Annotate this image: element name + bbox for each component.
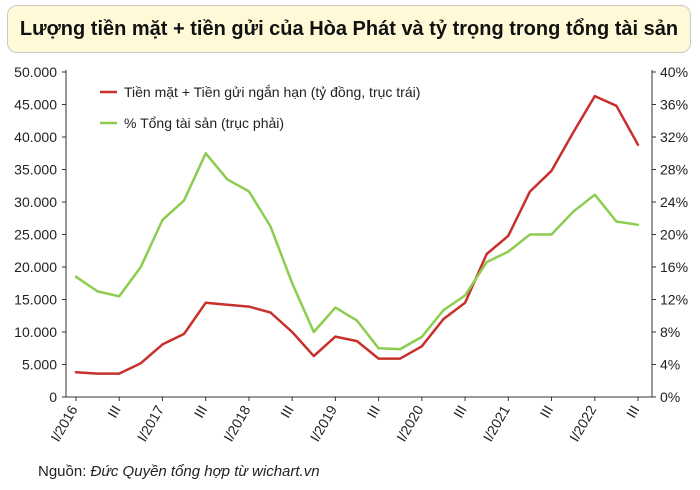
left-tick-label: 20.000	[14, 259, 57, 275]
series-line-2	[74, 152, 640, 351]
x-tick-label: III	[536, 403, 556, 421]
x-tick-label: I/2020	[393, 402, 426, 444]
right-tick-label: 36%	[660, 97, 688, 113]
legend-label-2: % Tổng tài sản (trục phải)	[124, 115, 284, 131]
left-tick-label: 5.000	[22, 357, 57, 373]
right-tick-label: 16%	[660, 259, 688, 275]
left-tick-label: 45.000	[14, 97, 57, 113]
right-tick-label: 4%	[660, 357, 680, 373]
right-tick-label: 24%	[660, 194, 688, 210]
x-tick-label: III	[191, 403, 211, 421]
source-note: Nguồn: Đức Quyền tổng hợp từ wichart.vn	[38, 463, 320, 480]
left-tick-label: 0	[49, 389, 57, 405]
x-tick-label: III	[623, 403, 643, 421]
left-tick-label: 40.000	[14, 129, 57, 145]
left-tick-label: 50.000	[14, 64, 57, 80]
x-tick-label: III	[104, 403, 124, 421]
left-tick-label: 30.000	[14, 194, 57, 210]
x-tick-label: I/2016	[47, 402, 80, 444]
left-tick-label: 10.000	[14, 324, 57, 340]
x-tick-label: III	[364, 403, 384, 421]
source-text: Đức Quyền tổng hợp từ wichart.vn	[90, 463, 320, 480]
x-tick-label: III	[277, 403, 297, 421]
legend-label-1: Tiền mặt + Tiền gửi ngắn hạn (tỷ đồng, t…	[124, 84, 420, 100]
right-tick-label: 0%	[660, 389, 680, 405]
x-tick-label: I/2017	[134, 402, 167, 444]
title-box: Lượng tiền mặt + tiền gửi của Hòa Phát v…	[7, 5, 691, 53]
x-tick-label: I/2018	[220, 402, 253, 444]
x-tick-label: I/2021	[480, 402, 513, 444]
right-tick-label: 40%	[660, 64, 688, 80]
x-tick-label: III	[450, 403, 470, 421]
source-label: Nguồn:	[38, 463, 87, 480]
x-tick-label: I/2022	[566, 402, 599, 444]
x-tick-label: I/2019	[307, 402, 340, 444]
right-tick-label: 12%	[660, 292, 688, 308]
series-line-1	[74, 94, 640, 375]
left-tick-label: 15.000	[14, 292, 57, 308]
left-tick-label: 25.000	[14, 227, 57, 243]
right-tick-label: 8%	[660, 324, 680, 340]
right-tick-label: 28%	[660, 162, 688, 178]
right-tick-label: 20%	[660, 227, 688, 243]
chart-title: Lượng tiền mặt + tiền gửi của Hòa Phát v…	[19, 17, 679, 40]
left-tick-label: 35.000	[14, 162, 57, 178]
right-tick-label: 32%	[660, 129, 688, 145]
